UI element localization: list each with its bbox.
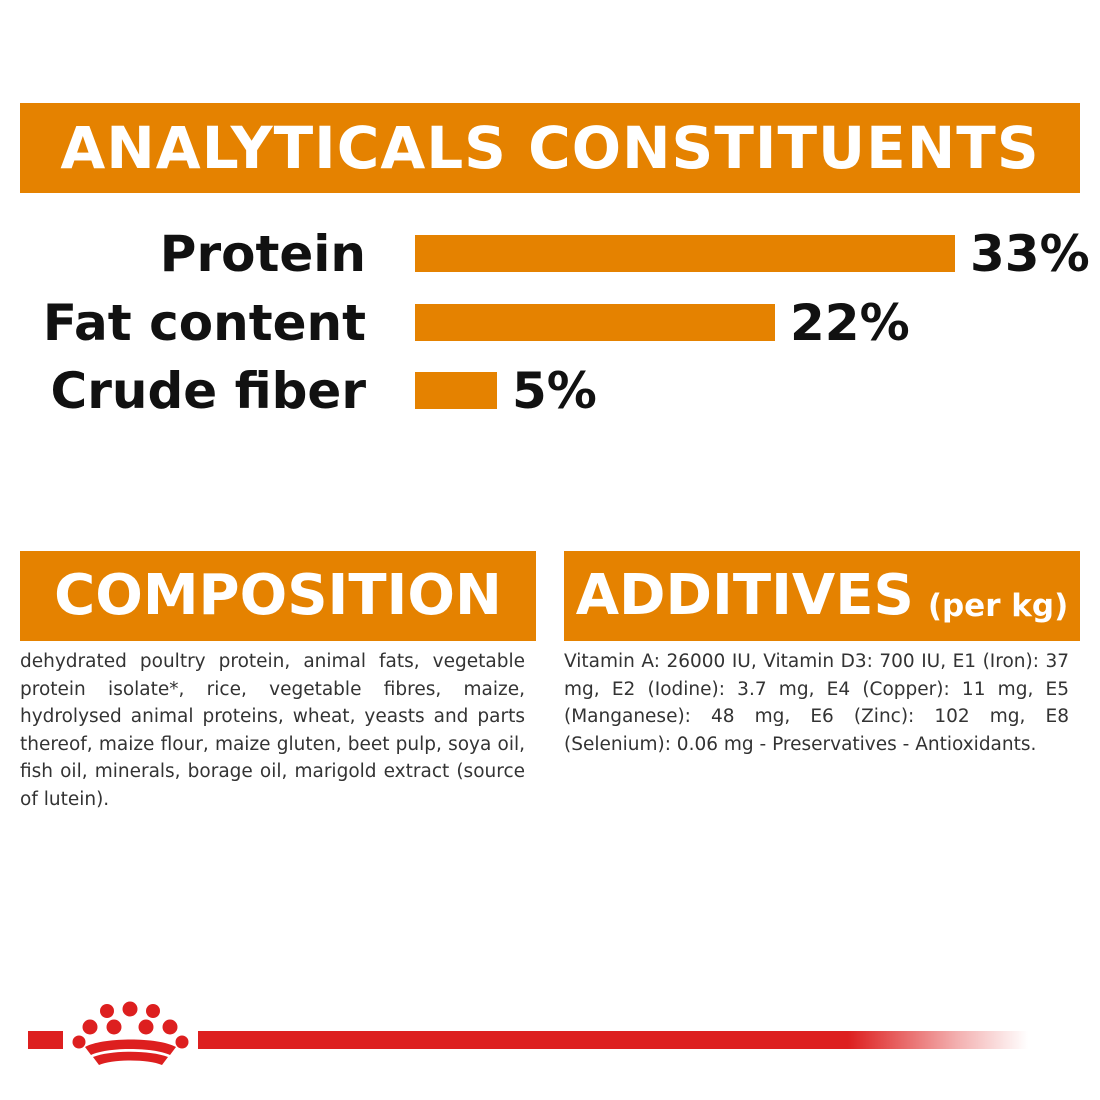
additives-unit: (per kg): [927, 587, 1069, 624]
analytical-constituents-banner: ANALYTICALS CONSTITUENTS: [20, 103, 1080, 193]
bar-fat-content: [415, 304, 775, 341]
bar-protein: [415, 235, 955, 272]
row-label-fat-content: Fat content: [42, 294, 366, 352]
composition-text: dehydrated poultry protein, animal fats,…: [20, 651, 525, 810]
value-protein: 33%: [970, 225, 1090, 283]
bar-crude-fiber: [415, 372, 497, 409]
additives-text: Vitamin A: 26000 IU, Vitamin D3: 700 IU,…: [564, 651, 1069, 755]
row-label-protein: Protein: [159, 225, 366, 283]
additives-title: ADDITIVES: [575, 563, 914, 628]
value-crude-fiber: 5%: [512, 362, 597, 420]
value-fat-content: 22%: [790, 294, 910, 352]
footer-brand-line: [28, 1031, 1028, 1049]
composition-banner: COMPOSITION: [20, 551, 536, 641]
row-label-crude-fiber: Crude fiber: [50, 362, 366, 420]
crown-logo-icon: [63, 995, 198, 1075]
composition-title: COMPOSITION: [54, 563, 502, 628]
analytical-constituents-title: ANALYTICALS CONSTITUENTS: [60, 114, 1040, 182]
additives-banner: ADDITIVES (per kg): [564, 551, 1080, 641]
